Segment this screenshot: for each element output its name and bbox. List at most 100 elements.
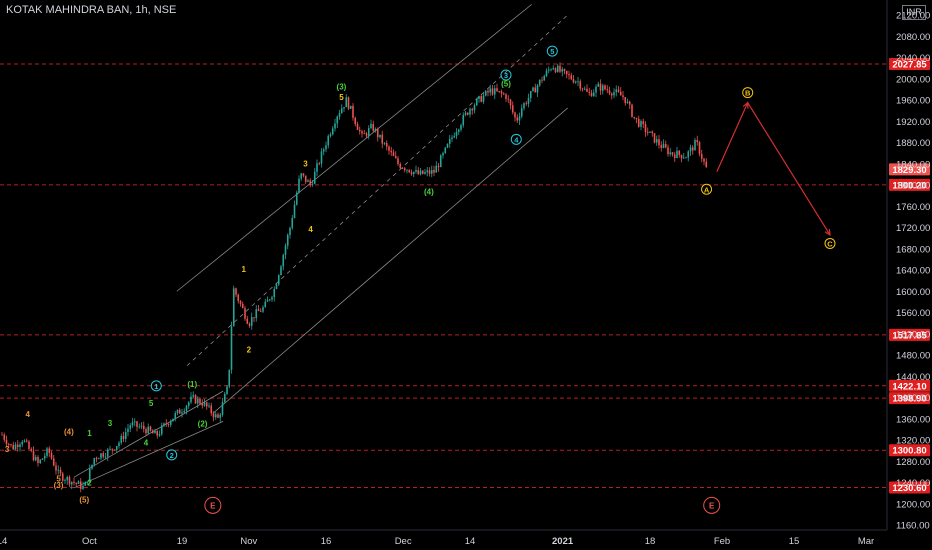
candle-body [545, 70, 548, 76]
candle-body [457, 129, 460, 133]
circled-wave-marker [510, 133, 522, 145]
candle-body [271, 297, 273, 300]
candle-body [275, 284, 278, 289]
currency-badge[interactable]: INR [902, 5, 926, 20]
candle-body [68, 476, 71, 485]
candle-body [460, 125, 462, 130]
candle-body [343, 107, 345, 109]
wave-label: 1 [87, 429, 92, 438]
candle-body [597, 83, 600, 87]
candle-body [559, 65, 561, 72]
candle-body [388, 146, 390, 151]
circled-wave-marker [150, 380, 162, 392]
candle-body [671, 152, 674, 155]
candle-body [172, 418, 174, 422]
candle-body [568, 74, 570, 76]
candle-body [12, 444, 15, 450]
candle-body [646, 131, 649, 133]
candle-body [205, 402, 208, 407]
candle-body [361, 131, 363, 134]
candle-body [507, 98, 510, 100]
candle-body [478, 96, 480, 99]
wave-labels-layer: 345(3)(4)(5)12345(1)(2)1234(3)5(4)(5)123… [5, 45, 836, 514]
candle-body [644, 124, 647, 132]
y-tick-label: 2000.00 [896, 74, 930, 85]
candle-body [372, 123, 375, 131]
candle-body [678, 150, 681, 155]
candle-body [401, 167, 404, 169]
trend-channel-line [186, 14, 568, 366]
current-price-label: 1829.30 [892, 165, 926, 176]
candle-body [309, 180, 312, 185]
candle-body [39, 459, 42, 464]
y-tick-label: 1760.00 [896, 202, 930, 213]
circled-wave-label: B [745, 89, 751, 98]
candle-body [221, 402, 224, 415]
candle-body [367, 128, 370, 136]
candle-body [64, 480, 66, 482]
candle-body [21, 441, 24, 445]
candle-body [655, 139, 658, 143]
candle-body [93, 458, 96, 465]
candle-body [223, 394, 226, 403]
candle-body [599, 83, 602, 91]
x-tick-label: 15 [789, 536, 800, 547]
candle-body [255, 309, 258, 318]
circled-wave-label: 5 [550, 47, 554, 56]
candle-body [196, 398, 199, 404]
candle-body [642, 121, 645, 125]
y-tick-label: 1640.00 [896, 266, 930, 277]
y-tick-label: 1360.00 [896, 414, 930, 425]
circled-wave-marker [742, 87, 754, 99]
candle-body [316, 163, 318, 172]
wave-label: (5) [79, 496, 89, 505]
wave-label: 2 [87, 479, 92, 488]
chart-title: KOTAK MAHINDRA BAN, 1h, NSE [6, 4, 177, 16]
candle-body [289, 227, 291, 235]
circled-wave-label: E [210, 501, 216, 510]
candle-body [397, 158, 399, 165]
projection-layer [716, 101, 831, 237]
candle-body [700, 153, 703, 159]
candle-body [50, 452, 53, 459]
candle-body [358, 129, 361, 132]
y-tick-label: 1240.00 [896, 478, 930, 489]
candle-body [664, 144, 667, 148]
projection-path [716, 101, 831, 236]
candle-body [250, 317, 253, 326]
candle-body [516, 117, 519, 121]
candle-body [606, 89, 609, 91]
candle-body [23, 440, 26, 442]
candle-body [73, 481, 75, 483]
circled-wave-label: E [709, 501, 715, 510]
candle-body [232, 288, 235, 327]
y-tick-label: 1320.00 [896, 436, 930, 447]
candle-body [273, 288, 276, 298]
candle-body [138, 426, 141, 428]
candle-body [502, 93, 505, 95]
trend-channel-line [73, 390, 224, 478]
candle-body [102, 453, 105, 457]
candle-body [237, 294, 240, 302]
y-tick-label: 1680.00 [896, 244, 930, 255]
y-tick-label: 1720.00 [896, 223, 930, 234]
candle-body [498, 91, 501, 92]
candle-body [424, 172, 426, 174]
candle-body [518, 116, 521, 121]
candle-body [563, 69, 566, 71]
candle-body [241, 303, 244, 309]
candle-body [142, 425, 145, 430]
candle-body [140, 425, 143, 427]
candle-body [385, 142, 388, 147]
y-tick-label: 1480.00 [896, 351, 930, 362]
wave-label: (5) [501, 80, 511, 89]
candle-body [340, 108, 343, 114]
candle-body [259, 311, 262, 312]
candle-body [10, 444, 12, 445]
candle-body [617, 89, 620, 92]
candle-body [331, 128, 334, 135]
candle-body [390, 150, 393, 153]
candle-body [363, 133, 366, 135]
candle-body [277, 275, 280, 285]
